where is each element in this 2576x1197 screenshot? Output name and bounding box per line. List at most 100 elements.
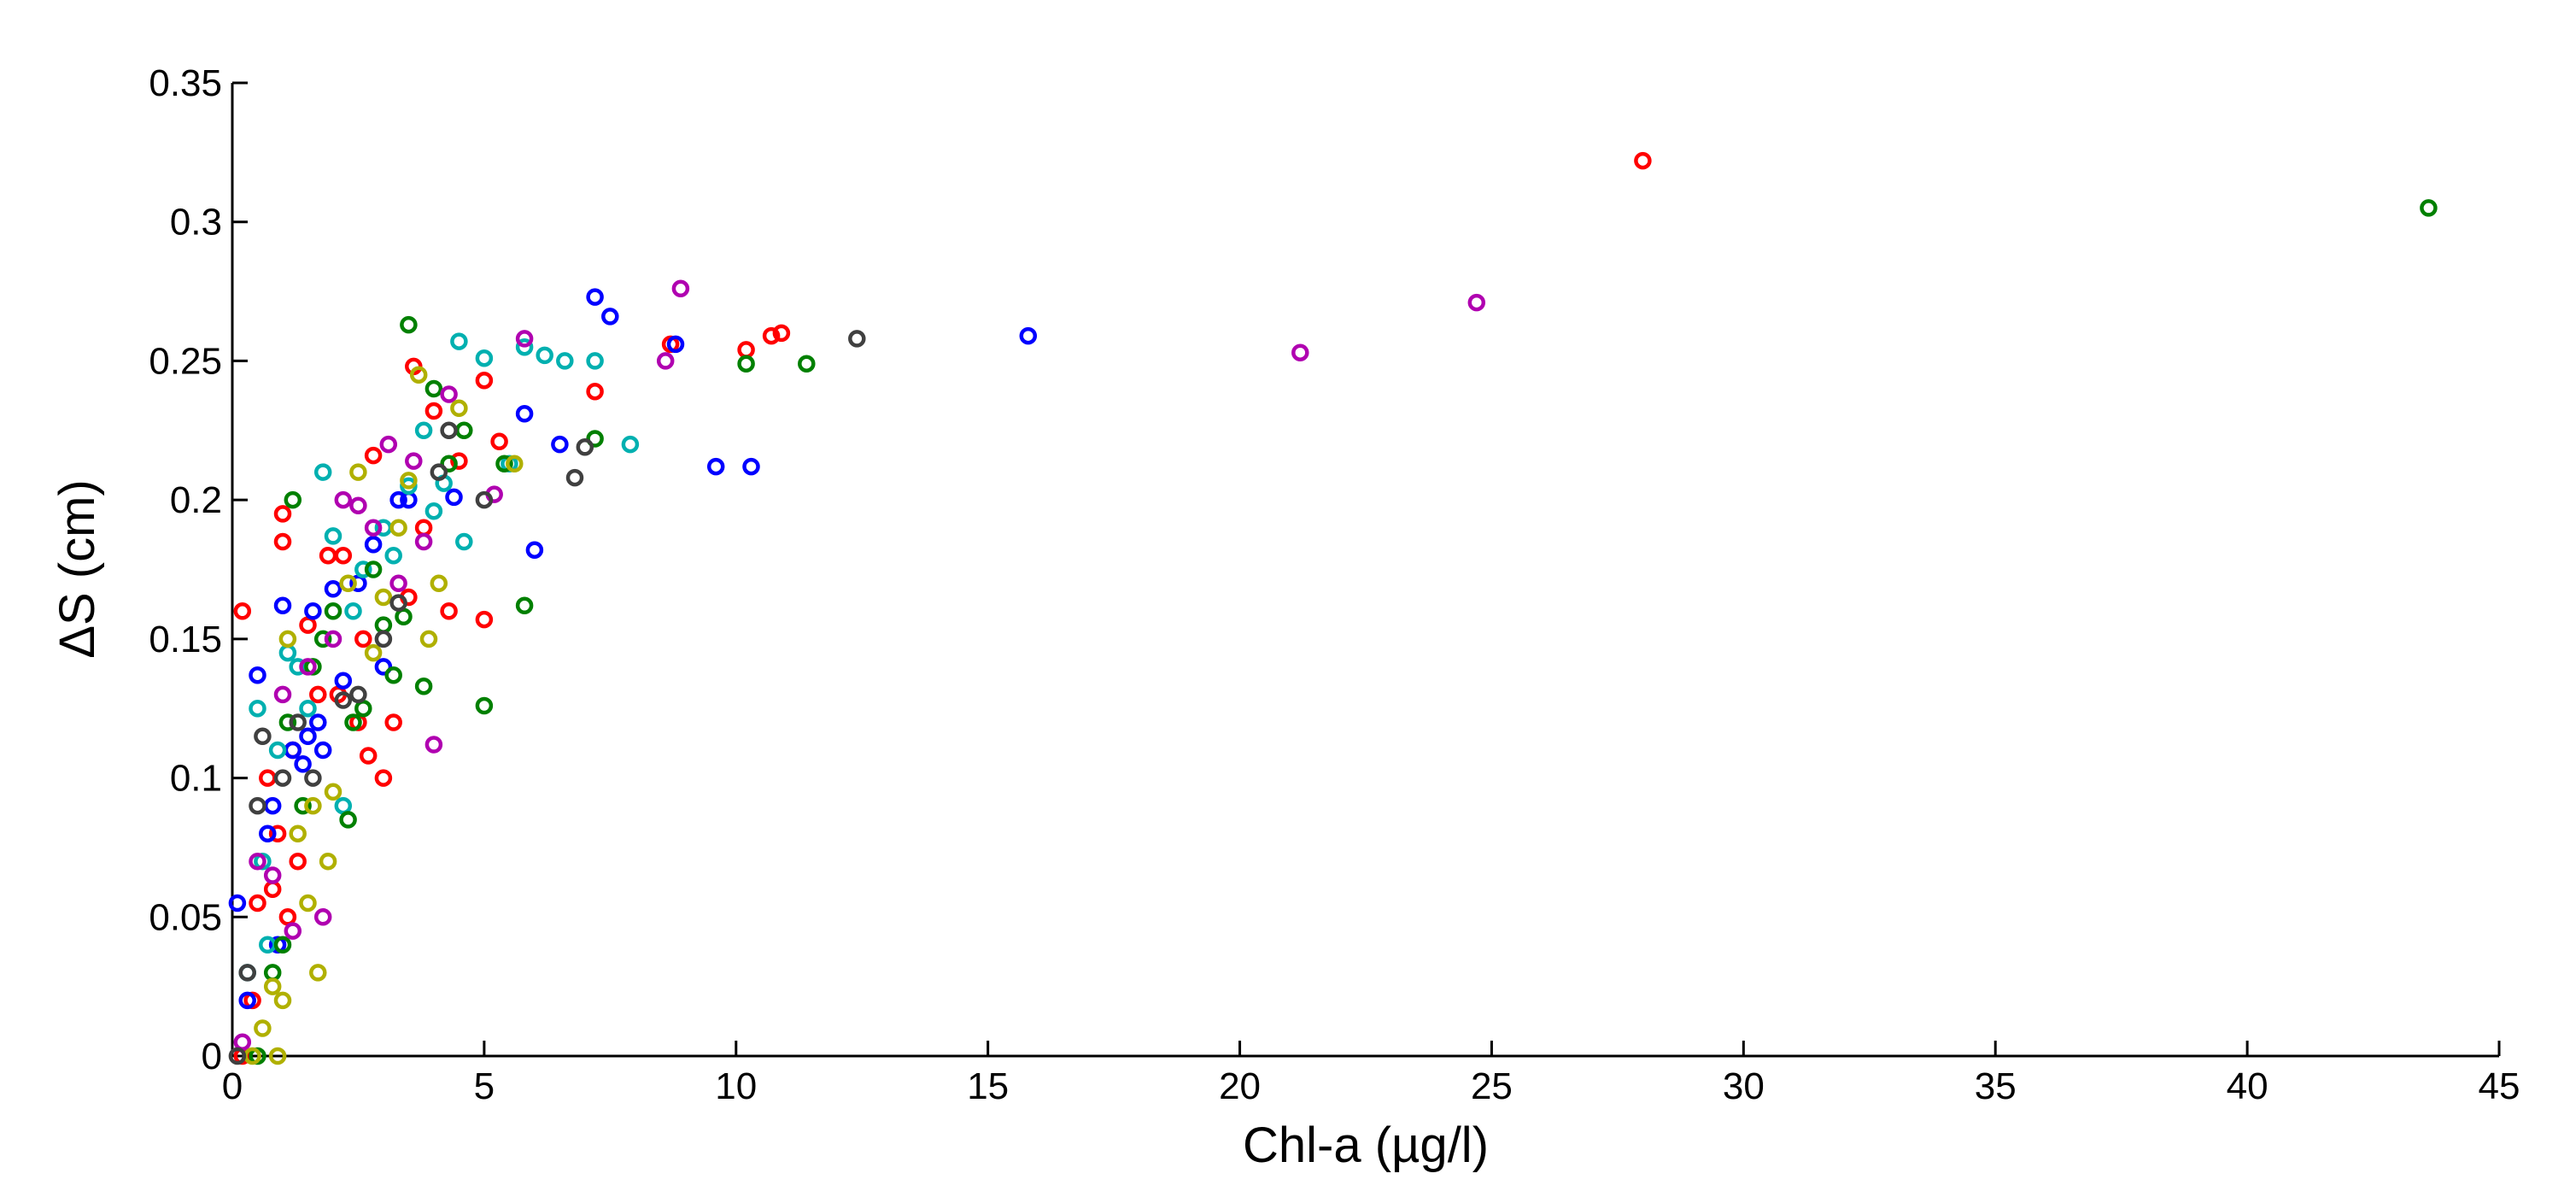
data-point (506, 455, 524, 473)
data-point (249, 666, 266, 684)
data-point (440, 602, 458, 620)
data-point (273, 936, 292, 954)
data-point (273, 596, 292, 615)
data-point (414, 677, 433, 695)
data-point (319, 546, 337, 565)
data-point (273, 505, 292, 523)
data-point (384, 666, 402, 684)
data-point (278, 713, 297, 731)
y-tick-label: 0.1 (170, 758, 222, 800)
x-axis-title: Chl-a (µg/l) (1243, 1118, 1489, 1173)
data-point (319, 852, 337, 871)
data-point (414, 421, 433, 440)
data-point (440, 385, 458, 403)
x-tick-label: 10 (715, 1065, 757, 1107)
data-point (238, 964, 256, 982)
data-point (515, 596, 534, 615)
data-point (1634, 151, 1652, 170)
data-point (294, 796, 312, 815)
data-point (1019, 326, 1038, 345)
x-tick-label: 5 (474, 1065, 495, 1107)
x-ticks: 0 5 10 15 20 25 30 35 40 45 (222, 1041, 2520, 1107)
x-tick-label: 30 (1723, 1065, 1765, 1107)
data-point (268, 741, 287, 760)
data-point (414, 532, 433, 551)
y-tick-label: 0.35 (149, 62, 222, 104)
x-tick-label: 35 (1975, 1065, 2017, 1107)
data-point (313, 630, 332, 648)
y-tick-label: 0.15 (149, 619, 222, 660)
data-point (334, 691, 353, 709)
data-point (324, 580, 342, 598)
x-tick-label: 40 (2227, 1065, 2269, 1107)
data-point (273, 532, 292, 551)
data-point (475, 371, 494, 390)
data-point (268, 824, 287, 842)
data-point (400, 472, 418, 490)
data-point (440, 421, 458, 440)
data-point (309, 713, 327, 731)
data-point (389, 594, 407, 612)
data-point (364, 519, 383, 537)
x-tick-label: 25 (1471, 1065, 1513, 1107)
data-point (354, 630, 372, 648)
data-point (273, 991, 292, 1010)
data-point (284, 741, 302, 760)
data-points (228, 151, 2438, 1065)
data-point (278, 643, 297, 662)
data-point (395, 607, 413, 626)
data-point (263, 977, 282, 995)
data-point (334, 672, 353, 689)
data-point (313, 741, 332, 760)
data-point (339, 574, 357, 593)
data-point (576, 438, 594, 456)
data-point (450, 332, 468, 350)
data-point (284, 490, 302, 509)
data-point (405, 452, 423, 470)
data-point (228, 1047, 247, 1065)
data-point (424, 379, 443, 398)
data-point (349, 496, 367, 514)
y-tick-label: 0.05 (149, 896, 222, 938)
data-point (339, 811, 357, 829)
data-point (424, 736, 443, 754)
data-point (289, 852, 307, 871)
data-point (440, 455, 458, 473)
data-point (304, 602, 322, 620)
data-point (2420, 199, 2438, 217)
data-point (379, 435, 398, 454)
data-point (249, 699, 266, 718)
data-point (414, 519, 433, 537)
data-point (450, 399, 468, 418)
data-point (848, 330, 866, 348)
data-point (249, 796, 266, 815)
data-point (586, 352, 604, 370)
data-point (278, 908, 297, 926)
y-ticks: 0 0.05 0.1 0.15 0.2 0.25 0.3 0.35 (149, 62, 248, 1077)
data-point (349, 685, 367, 704)
data-point (772, 324, 791, 343)
data-point (299, 894, 317, 912)
data-point (249, 894, 266, 912)
data-point (424, 502, 443, 520)
data-point (515, 405, 534, 423)
data-point (238, 991, 256, 1010)
y-tick-label: 0.25 (149, 340, 222, 382)
data-point (706, 457, 725, 476)
data-point (586, 288, 604, 306)
data-point (374, 616, 393, 634)
data-point (289, 713, 307, 731)
data-point (475, 696, 494, 715)
data-point (284, 922, 302, 940)
data-point (228, 894, 247, 912)
data-point (309, 964, 327, 982)
axes (231, 83, 2499, 1058)
y-tick-label: 0.2 (170, 479, 222, 521)
data-point (374, 630, 393, 648)
data-point (304, 796, 322, 815)
data-point (364, 535, 383, 554)
data-point (656, 352, 675, 370)
data-point (671, 279, 690, 298)
data-point (424, 402, 443, 420)
